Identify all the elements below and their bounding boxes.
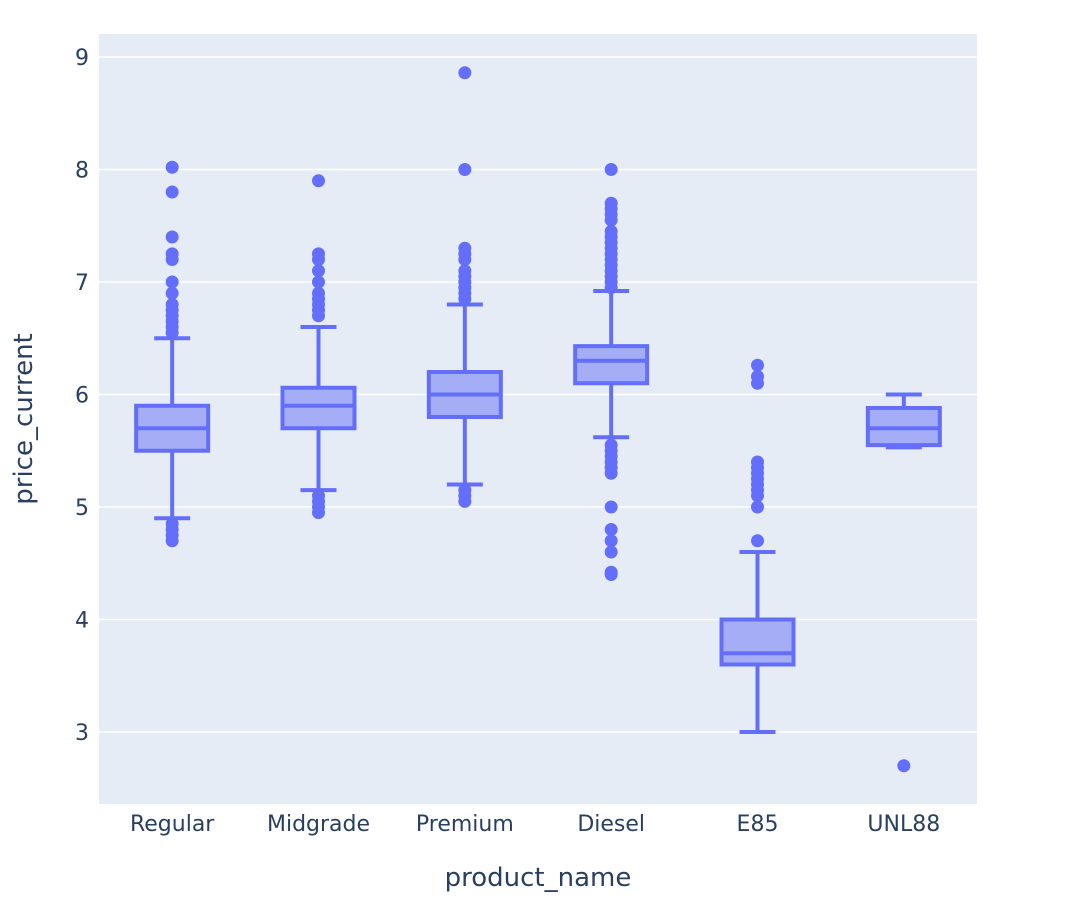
box-group	[573, 163, 650, 581]
outlier-point	[604, 500, 618, 514]
outlier-point	[751, 534, 764, 548]
iqr-box	[280, 385, 357, 431]
outlier-point	[897, 759, 911, 773]
outlier-point	[165, 326, 179, 340]
box-group	[719, 358, 796, 734]
outlier-point	[458, 494, 472, 508]
outlier-point	[751, 500, 764, 514]
x-tick-label: Midgrade	[267, 812, 370, 837]
outlier-point	[312, 309, 325, 323]
y-tick-label: 4	[75, 609, 89, 634]
x-tick-label: UNL88	[867, 812, 940, 837]
x-tick-label: Premium	[416, 812, 514, 837]
gridlines	[99, 56, 977, 733]
y-tick-label: 7	[75, 271, 89, 296]
outlier-point	[604, 523, 618, 536]
x-tick-label: Diesel	[577, 812, 645, 837]
outlier-point	[604, 281, 618, 295]
x-axis-title: product_name	[445, 863, 632, 893]
y-tick-label: 6	[75, 384, 89, 409]
outlier-point	[312, 506, 325, 520]
x-tick-label: Regular	[130, 812, 215, 837]
outlier-point	[165, 230, 179, 244]
outlier-point	[604, 466, 618, 480]
iqr-box	[719, 617, 796, 667]
box-group	[865, 392, 942, 773]
x-tick-label: E85	[737, 812, 779, 837]
outlier-point	[165, 534, 179, 548]
y-tick-label: 8	[75, 159, 89, 184]
outlier-point	[458, 163, 472, 176]
outlier-point	[604, 545, 618, 559]
x-axis-ticks: Regular Midgrade Premium Diesel E85 UNL88	[130, 812, 940, 837]
outlier-point	[165, 185, 179, 199]
outlier-point	[165, 275, 179, 289]
outlier-point	[458, 292, 472, 306]
y-tick-label: 5	[75, 496, 89, 521]
outlier-point	[751, 376, 764, 390]
outlier-point	[458, 66, 472, 80]
y-tick-label: 9	[75, 46, 89, 71]
box-group	[280, 174, 357, 520]
outlier-point	[751, 489, 764, 503]
outlier-point	[458, 253, 472, 266]
outlier-point	[165, 160, 179, 174]
plot-area	[99, 34, 977, 804]
outlier-point	[312, 174, 325, 188]
box-group	[134, 160, 211, 548]
outlier-point	[312, 275, 325, 289]
outlier-point	[604, 163, 618, 176]
iqr-box	[573, 344, 650, 386]
box-group	[426, 66, 503, 508]
outlier-point	[604, 534, 618, 548]
outlier-point	[165, 253, 179, 266]
outlier-point	[604, 213, 618, 227]
outlier-point	[751, 358, 764, 372]
outlier-point	[604, 568, 618, 581]
outlier-point	[312, 264, 325, 278]
y-tick-label: 3	[75, 721, 89, 746]
outlier-point	[165, 286, 179, 300]
y-axis-title: price_current	[9, 333, 39, 505]
y-axis-ticks: 3 4 5 6 7 8 9	[75, 46, 89, 746]
boxes	[134, 66, 942, 773]
outlier-point	[312, 253, 325, 266]
